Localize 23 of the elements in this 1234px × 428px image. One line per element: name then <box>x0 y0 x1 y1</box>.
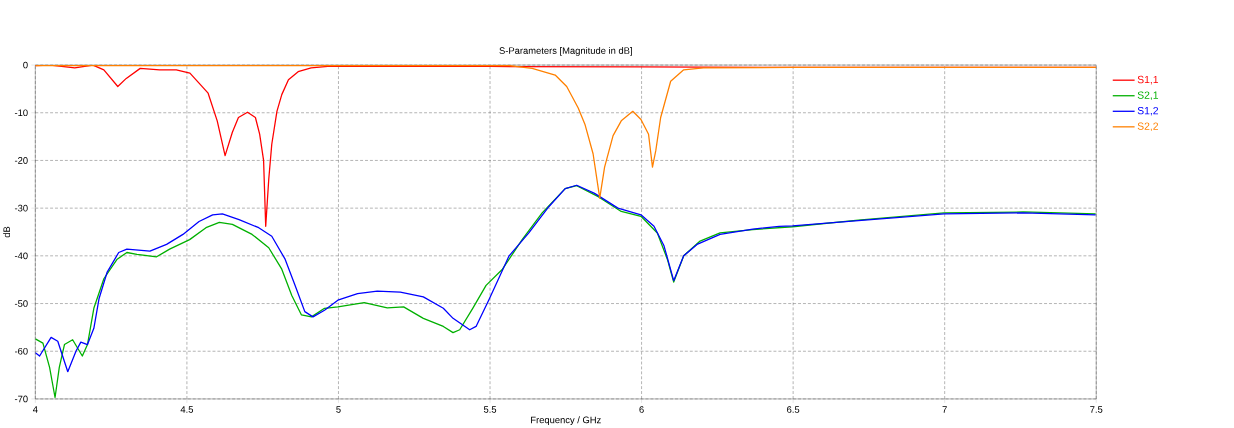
chart-title: S-Parameters [Magnitude in dB] <box>499 46 632 56</box>
x-tick-label: 6 <box>639 406 644 413</box>
x-axis-title: Frequency / GHz <box>531 416 601 425</box>
y-tick-label: -40 <box>14 252 28 260</box>
x-tick-label: 4 <box>32 406 38 413</box>
y-tick-label: -20 <box>14 157 28 164</box>
y-tick-label: 0 <box>23 61 28 69</box>
x-tick-label: 5.5 <box>483 406 497 413</box>
legend-label: S1,1 <box>1137 75 1159 85</box>
legend-label: S2,1 <box>1137 91 1159 100</box>
y-tick-label: -10 <box>14 109 28 116</box>
legend-label: S2,2 <box>1137 122 1159 131</box>
x-tick-label: 5 <box>336 406 341 413</box>
y-tick-label: -60 <box>14 347 28 355</box>
x-tick-label: 6.5 <box>787 406 800 413</box>
y-tick-label: -30 <box>14 204 28 212</box>
y-axis-title: dB <box>3 226 11 238</box>
y-tick-label: -70 <box>14 395 28 403</box>
x-tick-label: 7.5 <box>1090 406 1103 413</box>
y-tick-label: -50 <box>14 300 28 307</box>
legend-label: S1,2 <box>1137 106 1159 116</box>
x-tick-label: 7 <box>942 406 947 413</box>
x-tick-label: 4.5 <box>180 406 194 413</box>
